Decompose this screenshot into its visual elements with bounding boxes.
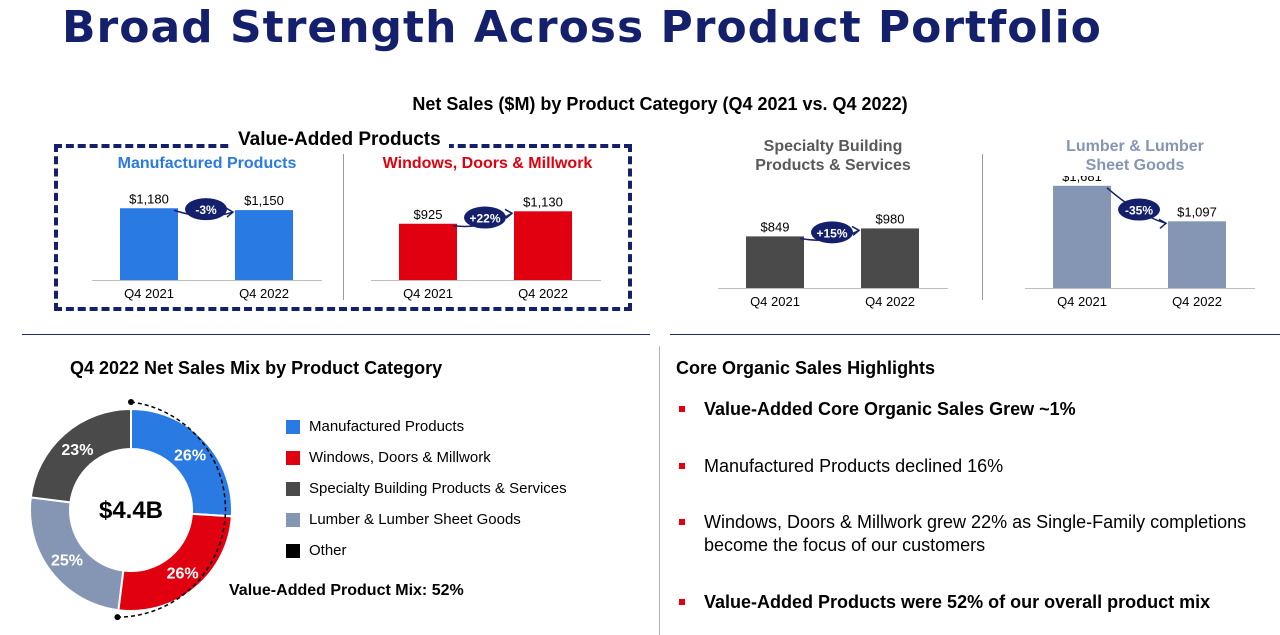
highlight-text: Manufactured Products declined 16% xyxy=(704,456,1004,476)
legend-swatch xyxy=(286,481,300,496)
x-tick-label: Q4 2021 xyxy=(124,286,174,301)
bar xyxy=(120,208,178,280)
legend-label: Specialty Building Products & Services xyxy=(309,480,567,497)
slice-label: 25% xyxy=(51,553,83,570)
bullet-icon xyxy=(679,599,685,605)
donut-slice xyxy=(29,407,132,504)
change-badge xyxy=(1118,198,1160,221)
change-label: -3% xyxy=(195,203,217,217)
lumber-chart-title: Lumber & Lumber Sheet Goods xyxy=(1020,137,1250,175)
legend-swatch xyxy=(286,450,300,465)
highlight-text: Value-Added Core Organic Sales Grew ~1% xyxy=(704,399,1076,419)
slice-label: 26% xyxy=(174,448,206,465)
x-tick-label: Q4 2022 xyxy=(865,294,915,309)
specialty-title-line-2: Products & Services xyxy=(755,157,911,174)
legend-swatch xyxy=(286,512,300,527)
mix-chart-title: Q4 2022 Net Sales Mix by Product Categor… xyxy=(70,358,443,378)
bracket-endpoint xyxy=(114,614,121,621)
highlight-item: Value-Added Core Organic Sales Grew ~1% xyxy=(676,398,1266,421)
slice-label: 23% xyxy=(61,442,93,459)
legend-item: Manufactured Products xyxy=(286,411,567,442)
section-divider-right xyxy=(670,334,1280,335)
bar xyxy=(1168,221,1226,288)
net-sales-mix-donut: 26% 26% 25% 23% $4.4B xyxy=(29,399,233,621)
x-tick-label: Q4 2022 xyxy=(518,286,568,301)
value-added-bracket xyxy=(117,401,227,618)
legend-swatch xyxy=(286,543,300,558)
section-divider-left xyxy=(22,334,650,335)
chart-subtitle: Net Sales ($M) by Product Category (Q4 2… xyxy=(412,94,908,114)
bar-value-label: $1,097 xyxy=(1177,204,1217,219)
x-tick-label: Q4 2021 xyxy=(1057,294,1107,309)
bar-value-label: $1,180 xyxy=(129,191,169,206)
highlight-item: Windows, Doors & Millwork grew 22% as Si… xyxy=(676,511,1266,557)
change-badge xyxy=(464,206,506,229)
legend-label: Windows, Doors & Millwork xyxy=(309,449,491,466)
bullet-icon xyxy=(679,463,685,469)
change-badge xyxy=(185,198,227,221)
slice-label: 26% xyxy=(167,565,199,582)
change-label: -35% xyxy=(1125,204,1153,218)
arrow-head-icon xyxy=(851,225,861,236)
highlight-text: Windows, Doors & Millwork grew 22% as Si… xyxy=(704,512,1247,555)
manufactured-bar-chart: $1,180 Q4 2021 $1,150 Q4 2022 -3% xyxy=(92,191,322,301)
bar xyxy=(861,228,919,288)
bar xyxy=(399,223,457,280)
arrow-head-icon xyxy=(504,208,514,219)
x-tick-label: Q4 2022 xyxy=(1172,294,1222,309)
bar-value-label: $1,130 xyxy=(523,194,563,209)
bar-value-label: $1,150 xyxy=(244,193,284,208)
bracket-endpoint xyxy=(128,399,134,405)
legend-item: Lumber & Lumber Sheet Goods xyxy=(286,504,567,535)
change-badge xyxy=(811,221,853,244)
legend-swatch xyxy=(286,419,300,434)
x-tick-label: Q4 2021 xyxy=(750,294,800,309)
bar-value-label: $1,681 xyxy=(1062,176,1102,184)
lumber-title-line-2: Sheet Goods xyxy=(1085,157,1185,174)
change-label: +22% xyxy=(469,212,500,226)
legend-label: Lumber & Lumber Sheet Goods xyxy=(309,511,521,528)
vertical-divider-bottom xyxy=(659,346,660,635)
value-added-mix-annotation: Value-Added Product Mix: 52% xyxy=(229,582,464,599)
specialty-chart-title: Specialty Building Products & Services xyxy=(718,137,948,175)
bar xyxy=(1053,185,1111,288)
vertical-divider xyxy=(343,154,344,300)
legend-label: Manufactured Products xyxy=(309,418,465,435)
arrow-head-icon xyxy=(225,207,235,218)
donut-center-label: $4.4B xyxy=(99,497,163,524)
bar-value-label: $849 xyxy=(761,219,790,234)
bar xyxy=(235,210,293,280)
specialty-bar-chart: $849 Q4 2021 $980 Q4 2022 +15% xyxy=(718,211,948,309)
windows-bar-chart: $925 Q4 2021 $1,130 Q4 2022 +22% xyxy=(371,194,601,301)
highlight-item: Manufactured Products declined 16% xyxy=(676,455,1266,478)
bullet-icon xyxy=(679,519,685,525)
lumber-bar-chart: $1,681 Q4 2021 $1,097 Q4 2022 -35% xyxy=(1025,176,1255,309)
legend-item: Windows, Doors & Millwork xyxy=(286,442,567,473)
donut-legend: Manufactured Products Windows, Doors & M… xyxy=(286,411,567,566)
specialty-title-line-1: Specialty Building xyxy=(763,138,903,155)
vertical-divider xyxy=(982,154,983,300)
bar xyxy=(514,211,572,280)
windows-chart-title: Windows, Doors & Millwork xyxy=(382,155,593,172)
highlight-text: Value-Added Products were 52% of our ove… xyxy=(704,592,1211,612)
x-tick-label: Q4 2021 xyxy=(403,286,453,301)
page-title: Broad Strength Across Product Portfolio xyxy=(62,2,1102,53)
value-added-label: Value-Added Products xyxy=(230,129,449,151)
highlights-title: Core Organic Sales Highlights xyxy=(676,358,936,378)
highlight-item: Value-Added Products were 52% of our ove… xyxy=(676,591,1266,614)
bullet-icon xyxy=(679,406,685,412)
bar-value-label: $980 xyxy=(876,211,905,226)
arrow-head-icon xyxy=(1158,218,1168,229)
legend-item: Specialty Building Products & Services xyxy=(286,473,567,504)
legend-label: Other xyxy=(309,542,347,559)
donut-hole xyxy=(71,450,191,570)
x-tick-label: Q4 2022 xyxy=(239,286,289,301)
change-label: +15% xyxy=(816,226,847,240)
lumber-title-line-1: Lumber & Lumber xyxy=(1066,138,1204,155)
bar xyxy=(746,236,804,288)
legend-item: Other xyxy=(286,535,567,566)
manufactured-chart-title: Manufactured Products xyxy=(117,155,297,172)
bar-value-label: $925 xyxy=(414,207,443,222)
